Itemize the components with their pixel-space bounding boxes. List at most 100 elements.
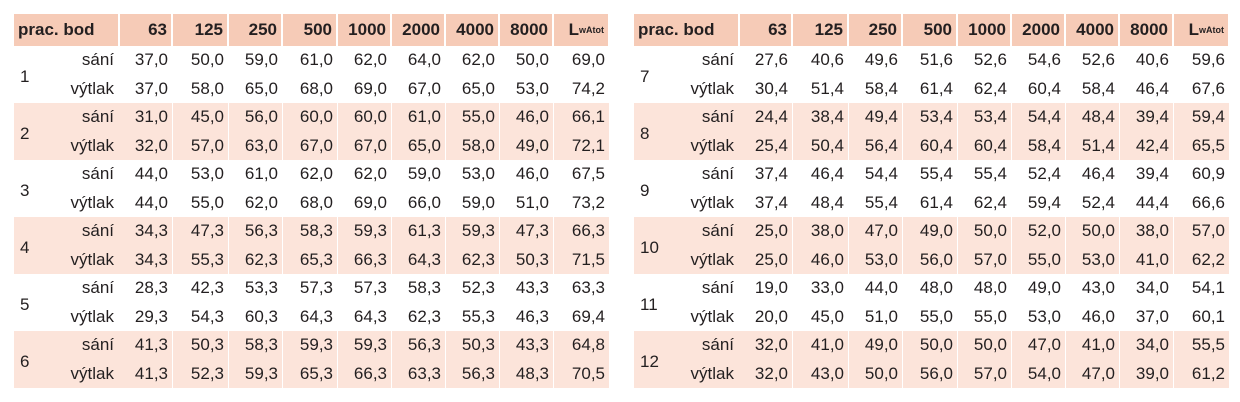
row-shading xyxy=(1066,103,1120,160)
value-cell: 61,0 xyxy=(407,107,441,127)
value-cell: 57,0 xyxy=(190,135,224,155)
value-cell: 48,0 xyxy=(973,278,1007,298)
row-shading xyxy=(903,331,958,388)
value-cell: 53,0 xyxy=(515,78,549,98)
value-cell: 69,0 xyxy=(353,78,387,98)
value-cell: 56,0 xyxy=(244,107,278,127)
header-cell: 500 xyxy=(283,14,338,46)
value-cell: 39,4 xyxy=(1135,107,1169,127)
value-cell: 63,0 xyxy=(244,135,278,155)
value-cell: 50,0 xyxy=(919,335,953,355)
value-cell: 54,3 xyxy=(190,306,224,326)
value-cell: 43,3 xyxy=(515,278,549,298)
row-shading xyxy=(338,331,392,388)
header-cell: 1000 xyxy=(338,14,392,46)
row-shading xyxy=(793,331,849,388)
value-cell: 59,3 xyxy=(353,221,387,241)
value-cell: 49,0 xyxy=(864,335,898,355)
value-cell: 62,0 xyxy=(299,164,333,184)
row-shading xyxy=(120,217,173,274)
group-label: 9 xyxy=(640,180,650,200)
mode-label: výtlak xyxy=(70,363,114,383)
value-cell: 50,3 xyxy=(461,335,495,355)
value-cell: 41,3 xyxy=(134,363,168,383)
row-shading xyxy=(1120,217,1174,274)
mode-label: výtlak xyxy=(690,306,734,326)
value-cell: 53,3 xyxy=(244,278,278,298)
value-cell: 47,0 xyxy=(1027,335,1061,355)
value-cell: 42,4 xyxy=(1135,135,1169,155)
value-cell: 27,6 xyxy=(754,50,788,70)
value-cell: 50,3 xyxy=(190,335,224,355)
row-shading xyxy=(500,217,554,274)
row-shading xyxy=(120,331,173,388)
row-shading xyxy=(958,331,1012,388)
group-label: 3 xyxy=(20,180,30,200)
value-cell: 49,4 xyxy=(864,107,898,127)
value-cell: 60,0 xyxy=(299,107,333,127)
row-shading xyxy=(446,331,500,388)
value-cell: 62,3 xyxy=(461,249,495,269)
value-cell: 51,6 xyxy=(919,50,953,70)
value-cell: 58,4 xyxy=(1027,135,1061,155)
value-cell: 58,4 xyxy=(1081,78,1115,98)
value-cell: 34,0 xyxy=(1135,335,1169,355)
mode-label: sání xyxy=(701,335,734,355)
value-cell: 19,0 xyxy=(754,278,788,298)
value-cell: 59,0 xyxy=(461,192,495,212)
value-cell: 52,6 xyxy=(1081,50,1115,70)
value-cell: 66,1 xyxy=(571,107,605,127)
value-cell: 41,0 xyxy=(1135,249,1169,269)
mode-label: výtlak xyxy=(690,249,734,269)
value-cell: 52,6 xyxy=(973,50,1007,70)
value-cell: 67,0 xyxy=(407,78,441,98)
header-cell: 125 xyxy=(173,14,229,46)
value-cell: 50,4 xyxy=(810,135,844,155)
value-cell: 61,3 xyxy=(407,221,441,241)
value-cell: 51,4 xyxy=(1081,135,1115,155)
row-shading xyxy=(903,217,958,274)
header-cell: 2000 xyxy=(392,14,446,46)
row-shading xyxy=(173,331,229,388)
value-cell: 48,4 xyxy=(810,192,844,212)
value-cell: 60,0 xyxy=(353,107,387,127)
value-cell: 71,5 xyxy=(571,249,605,269)
value-cell: 61,0 xyxy=(244,164,278,184)
value-cell: 58,3 xyxy=(244,335,278,355)
row-shading xyxy=(1120,103,1174,160)
row-shading xyxy=(1174,331,1230,388)
value-cell: 53,4 xyxy=(919,107,953,127)
row-shading xyxy=(500,103,554,160)
value-cell: 54,4 xyxy=(1027,107,1061,127)
row-shading xyxy=(903,103,958,160)
value-cell: 58,3 xyxy=(407,278,441,298)
value-cell: 54,1 xyxy=(1191,278,1225,298)
value-cell: 62,4 xyxy=(973,192,1007,212)
value-cell: 66,6 xyxy=(1191,192,1225,212)
value-cell: 60,4 xyxy=(919,135,953,155)
value-cell: 37,0 xyxy=(134,50,168,70)
value-cell: 52,3 xyxy=(190,363,224,383)
value-cell: 65,3 xyxy=(299,249,333,269)
value-cell: 64,3 xyxy=(299,306,333,326)
value-cell: 47,3 xyxy=(515,221,549,241)
mode-label: výtlak xyxy=(690,192,734,212)
value-cell: 34,3 xyxy=(134,221,168,241)
value-cell: 66,3 xyxy=(353,249,387,269)
value-cell: 25,0 xyxy=(754,249,788,269)
row-shading xyxy=(14,331,120,388)
value-cell: 69,0 xyxy=(353,192,387,212)
value-cell: 38,0 xyxy=(1135,221,1169,241)
value-cell: 53,0 xyxy=(190,164,224,184)
mode-label: sání xyxy=(701,164,734,184)
value-cell: 45,0 xyxy=(810,306,844,326)
value-cell: 60,4 xyxy=(1027,78,1061,98)
row-shading xyxy=(120,103,173,160)
header-cell: 125 xyxy=(793,14,849,46)
value-cell: 44,4 xyxy=(1135,192,1169,212)
value-cell: 56,3 xyxy=(244,221,278,241)
group-label: 1 xyxy=(20,66,30,86)
mode-label: výtlak xyxy=(690,363,734,383)
mode-label: sání xyxy=(701,221,734,241)
value-cell: 63,3 xyxy=(571,278,605,298)
